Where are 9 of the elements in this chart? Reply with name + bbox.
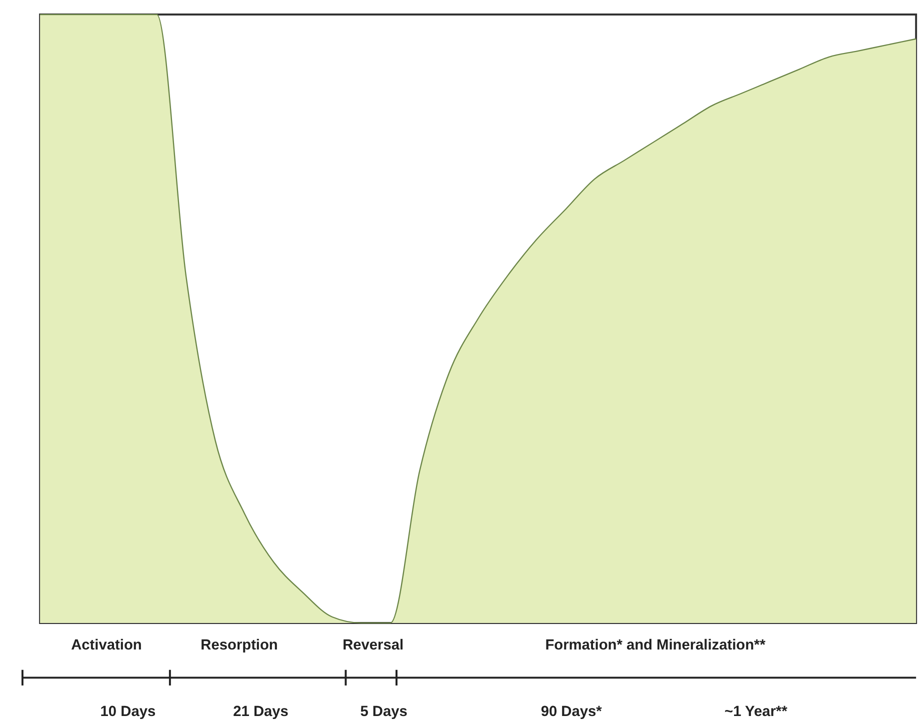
text: Reversal: [342, 637, 404, 654]
text: 21 Days: [233, 704, 288, 720]
text: 5 Days: [360, 704, 408, 720]
text: Activation: [71, 637, 142, 654]
text: 90 Days*: [540, 704, 602, 720]
text: 10 Days: [100, 704, 156, 720]
text: Resorption: [200, 637, 278, 654]
text: Formation* and Mineralization**: [545, 637, 766, 654]
text: ~1 Year**: [724, 704, 788, 720]
